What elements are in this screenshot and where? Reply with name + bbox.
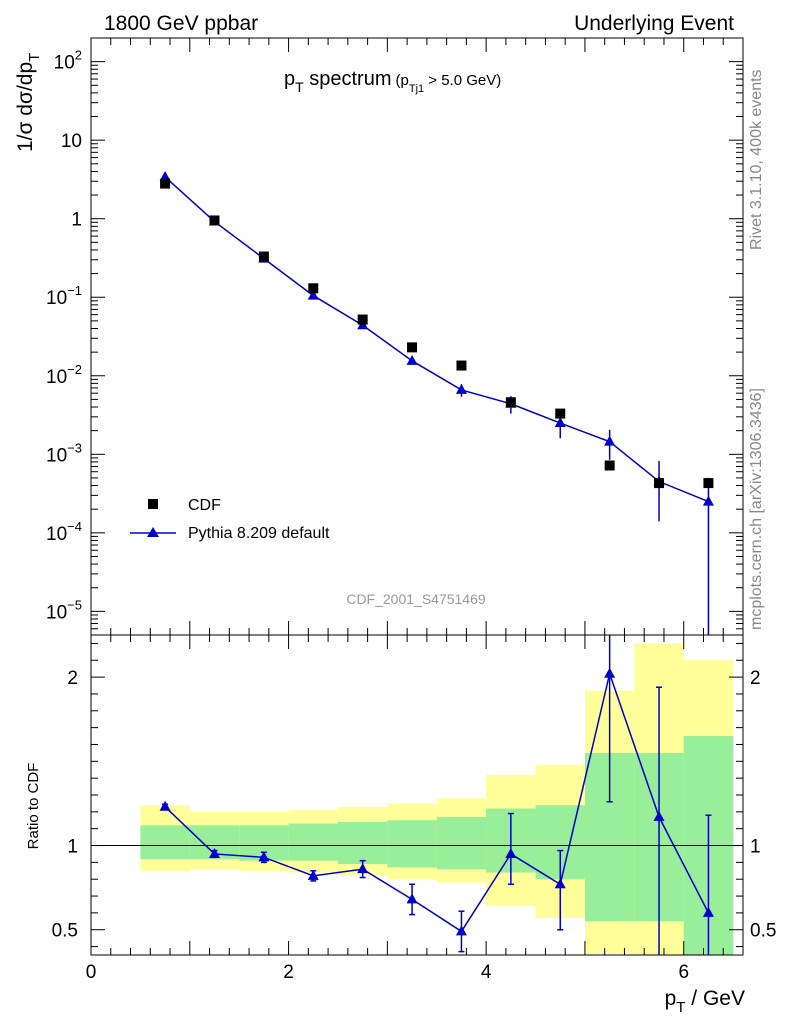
- main-frame: [90, 37, 744, 636]
- legend: CDF Pythia 8.209 default: [130, 497, 330, 542]
- ratio-pythia-point: [208, 847, 220, 858]
- analysis-watermark: CDF_2001_S4751469: [346, 591, 486, 607]
- ratio-y-label: Ratio to CDF: [25, 763, 42, 850]
- cdf-point: [407, 342, 418, 353]
- main-y-tick-label: 10−1: [46, 283, 82, 309]
- inner-uncertainty-band: [387, 820, 437, 868]
- ratio-pythia-point: [604, 667, 616, 678]
- legend-marker-cdf: [148, 499, 158, 509]
- legend-marker-pythia: [147, 527, 159, 537]
- cdf-point: [555, 408, 566, 419]
- pythia-point: [406, 354, 418, 365]
- ratio-pythia-point: [307, 869, 319, 880]
- cdf-point: [308, 283, 319, 294]
- ratio-y-tick-label-right: 1: [750, 837, 761, 858]
- cdf-point: [456, 360, 467, 371]
- main-y-tick-label: 10−3: [46, 440, 82, 466]
- ratio-y-tick-label: 0.5: [52, 921, 78, 942]
- legend-label-cdf: CDF: [188, 497, 221, 514]
- cdf-point: [209, 215, 220, 226]
- side-text-top: Rivet 3.1.10, 400k events: [748, 69, 765, 250]
- ratio-y-tick-label: 1: [67, 837, 78, 858]
- pythia-point: [604, 435, 616, 446]
- ratio-pythia-point: [702, 906, 714, 917]
- pythia-point: [307, 289, 319, 300]
- pythia-point: [455, 383, 467, 394]
- cdf-point: [703, 478, 714, 489]
- cdf-point: [357, 314, 368, 325]
- x-tick-label: 0: [86, 962, 97, 983]
- cdf-point: [160, 178, 171, 189]
- main-y-tick-label: 10−2: [46, 362, 82, 388]
- ratio-pythia-point: [455, 925, 467, 936]
- ratio-pythia-point: [505, 847, 517, 858]
- legend-label-pythia: Pythia 8.209 default: [188, 525, 330, 542]
- x-axis-label: pT / GeV: [665, 987, 745, 1016]
- main-y-label: 1/σ dσ/dpT: [14, 53, 43, 152]
- header-right: Underlying Event: [574, 12, 734, 35]
- inner-uncertainty-band: [140, 825, 190, 859]
- ratio-y-tick-label-right: 0.5: [750, 921, 776, 942]
- ratio-pythia-line: [164, 671, 710, 933]
- ratio-plot-area: 0.5 0.5 1 1 2 2 0 2 4 6: [52, 634, 776, 983]
- inner-uncertainty-band: [288, 823, 338, 861]
- ratio-y-tick-label-right: 2: [750, 668, 761, 689]
- main-y-tick-label: 10−5: [46, 597, 82, 623]
- cdf-point: [505, 397, 516, 408]
- main-y-tick-label: 10−4: [46, 519, 82, 545]
- pythia-line: [164, 176, 709, 503]
- inner-uncertainty-band: [337, 821, 388, 865]
- ratio-pythia-point: [406, 893, 418, 904]
- main-y-tick-label: 10: [61, 131, 82, 152]
- cdf-point: [604, 460, 615, 471]
- x-tick-label: 6: [678, 962, 689, 983]
- cdf-point: [654, 478, 665, 489]
- ratio-pythia-point: [357, 863, 369, 874]
- ratio-y-tick-label: 2: [67, 668, 78, 689]
- main-title: pT spectrum (pTj1 > 5.0 GeV): [284, 68, 501, 95]
- pythia-point: [554, 417, 566, 428]
- ratio-pythia-point: [653, 810, 665, 821]
- pythia-point: [702, 495, 714, 506]
- side-text-bottom: mcplots.cern.ch [arXiv:1306.3436]: [748, 388, 765, 630]
- main-y-tick-label: 102: [54, 48, 82, 74]
- inner-uncertainty-band: [436, 816, 487, 870]
- ratio-pythia-point: [159, 800, 171, 811]
- header-left: 1800 GeV ppbar: [104, 12, 258, 35]
- ratio-pythia-point: [554, 878, 566, 889]
- cdf-point: [258, 251, 269, 262]
- pythia-point: [159, 170, 171, 181]
- ratio-pythia-point: [258, 851, 270, 862]
- x-tick-label: 4: [481, 962, 492, 983]
- main-plot-area: 102 10 1 10−1 10−2 10−3 10−4 10−5: [46, 37, 744, 636]
- x-tick-label: 2: [283, 962, 294, 983]
- main-y-tick-label: 1: [71, 210, 82, 231]
